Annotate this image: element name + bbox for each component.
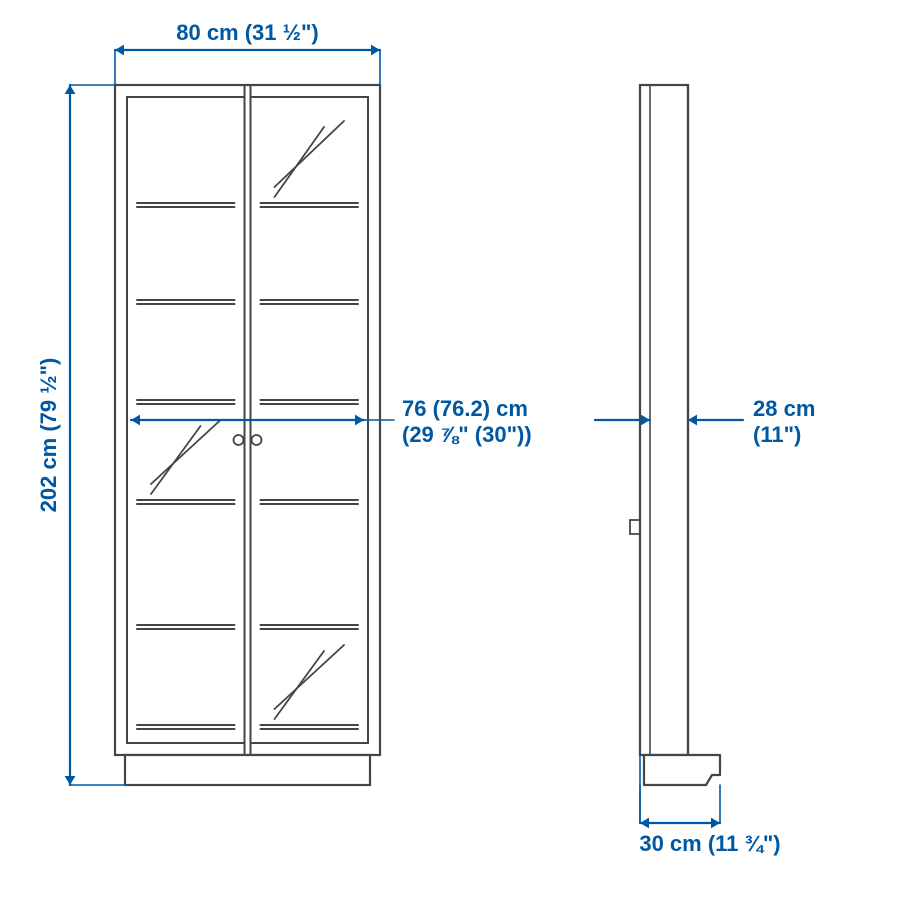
dim-inner-width-1: 76 (76.2) cm	[402, 396, 528, 421]
front-elevation	[115, 85, 380, 785]
dim-side-inner-2: (11")	[753, 422, 801, 447]
dim-height: 202 cm (79 ½")	[36, 358, 61, 513]
dim-side-depth: 30 cm (11 ¾")	[639, 831, 780, 856]
side-elevation	[630, 85, 720, 785]
dim-inner-width-2: (29 ⅞" (30"))	[402, 422, 532, 447]
dim-side-inner-1: 28 cm	[753, 396, 815, 421]
dim-top-width: 80 cm (31 ½")	[176, 20, 319, 45]
